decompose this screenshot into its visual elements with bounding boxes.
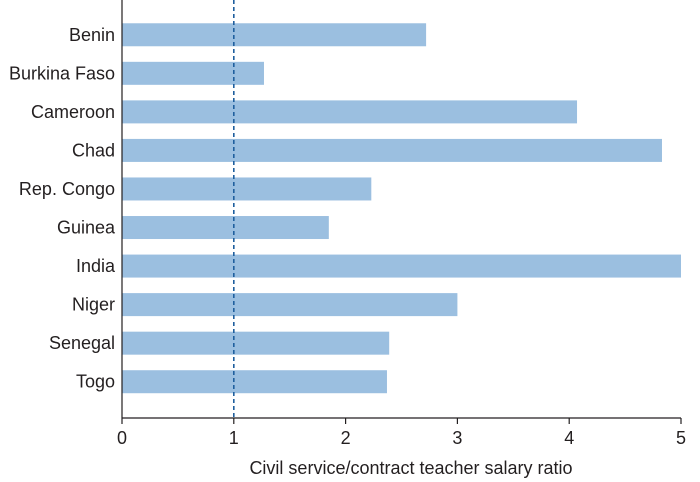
category-label: Senegal [49, 333, 115, 353]
x-tick-label: 4 [564, 428, 574, 448]
category-label: Burkina Faso [9, 63, 115, 83]
bar-india [122, 254, 681, 278]
bars-layer [122, 23, 681, 394]
x-tick-label: 3 [452, 428, 462, 448]
bar-benin [122, 23, 427, 47]
x-tick-label: 1 [229, 428, 239, 448]
category-label: Chad [72, 140, 115, 160]
bar-togo [122, 370, 387, 394]
bar-rep-congo [122, 177, 372, 201]
category-label: Guinea [57, 218, 116, 238]
bar-cameroon [122, 100, 578, 124]
category-labels-layer: Benin Burkina Faso Cameroon Chad Rep. Congo G… [9, 25, 116, 392]
bar-guinea [122, 216, 329, 240]
category-label: India [76, 256, 116, 276]
category-label: Cameroon [31, 102, 115, 122]
x-tick-label: 0 [117, 428, 127, 448]
x-axis-title: Civil service/contract teacher salary ra… [249, 458, 572, 478]
category-label: Togo [76, 372, 115, 392]
axis-layer: 0 1 2 3 4 5 [117, 0, 686, 448]
bar-senegal [122, 331, 390, 355]
category-label: Rep. Congo [19, 179, 115, 199]
bar-niger [122, 293, 458, 317]
x-tick-label: 2 [341, 428, 351, 448]
bar-chad [122, 138, 662, 162]
bar-burkina-faso [122, 61, 264, 85]
x-tick-label: 5 [676, 428, 686, 448]
category-label: Benin [69, 25, 115, 45]
category-label: Niger [72, 295, 115, 315]
